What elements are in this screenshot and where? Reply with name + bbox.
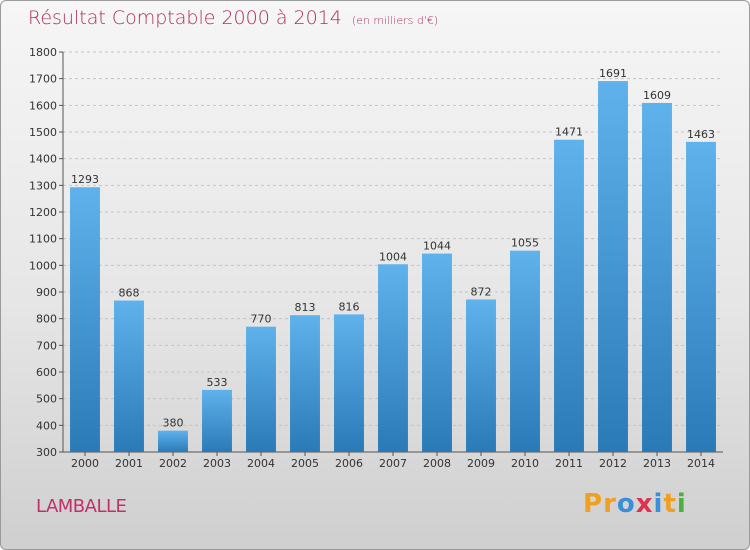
bar-value-label: 533: [207, 376, 228, 389]
logo-letter: o: [616, 489, 636, 519]
y-tick-label: 1800: [29, 46, 57, 59]
chart-title: Résultat Comptable 2000 à 2014 (en millie…: [28, 7, 438, 29]
x-tick-label: 2003: [203, 457, 231, 470]
bar: [510, 250, 540, 452]
bar: [334, 314, 364, 452]
x-tick-label: 2001: [115, 457, 143, 470]
y-tick-label: 1000: [29, 259, 57, 272]
bar: [202, 389, 232, 452]
bar: [466, 299, 496, 452]
x-tick-label: 2011: [555, 457, 583, 470]
y-tick-label: 400: [36, 419, 57, 432]
bar-value-label: 1463: [687, 128, 715, 141]
x-tick-label: 2010: [511, 457, 539, 470]
y-tick-label: 700: [36, 339, 57, 352]
bar: [114, 300, 144, 452]
bar-value-label: 813: [295, 301, 316, 314]
chart-subtitle: (en milliers d'€): [351, 14, 439, 27]
logo-letter: r: [603, 489, 617, 519]
bar-value-label: 380: [163, 417, 184, 430]
x-tick-label: 2009: [467, 457, 495, 470]
bar-value-label: 1609: [643, 89, 671, 102]
bar: [554, 139, 584, 452]
x-tick-label: 2013: [643, 457, 671, 470]
location-label: LAMBALLE: [36, 496, 127, 517]
bar-value-label: 1044: [423, 240, 451, 253]
bar: [686, 141, 716, 452]
x-tick-label: 2008: [423, 457, 451, 470]
bar: [158, 430, 188, 452]
bar: [246, 326, 276, 452]
y-tick-label: 1500: [29, 126, 57, 139]
bar: [70, 187, 100, 452]
bar: [378, 264, 408, 452]
y-tick-label: 1100: [29, 233, 57, 246]
y-tick-label: 1300: [29, 179, 57, 192]
bar: [598, 81, 628, 453]
axes: 300 400 500 600 700 800 900 1000 1100 1200 1300 140…: [29, 46, 723, 470]
logo-letter: i: [676, 489, 687, 519]
bar-value-label: 1471: [555, 126, 583, 139]
y-tick-label: 300: [36, 446, 57, 459]
y-tick-label: 1700: [29, 73, 57, 86]
x-tick-label: 2006: [335, 457, 363, 470]
bar: [290, 315, 320, 452]
y-tick-label: 900: [36, 286, 57, 299]
x-tick-label: 2002: [159, 457, 187, 470]
x-tick-label: 2005: [291, 457, 319, 470]
bar-value-label: 770: [251, 313, 272, 326]
y-tick-label: 1200: [29, 206, 57, 219]
y-tick-label: 800: [36, 313, 57, 326]
y-tick-label: 1400: [29, 153, 57, 166]
y-tick-label: 1600: [29, 99, 57, 112]
y-tick-label: 600: [36, 366, 57, 379]
bars: [70, 81, 716, 453]
logo-letter: t: [663, 489, 677, 519]
x-tick-label: 2012: [599, 457, 627, 470]
value-labels: 1293 868 380 533 770 813 816 1004 1044 872 1055 147…: [71, 67, 715, 430]
bar-value-label: 1055: [511, 237, 539, 250]
title-text: Résultat Comptable 2000 à 2014: [28, 7, 342, 29]
logo-letter: x: [635, 489, 654, 519]
bar-value-label: 1004: [379, 250, 407, 263]
proxiti-logo: Proxiti: [583, 489, 687, 519]
x-tick-label: 2004: [247, 457, 275, 470]
bar-value-label: 1691: [599, 67, 627, 80]
logo-letter: i: [653, 489, 664, 519]
bar-value-label: 868: [119, 287, 140, 300]
x-tick-label: 2000: [71, 457, 99, 470]
x-tick-label: 2014: [687, 457, 715, 470]
bar: [642, 102, 672, 452]
bar: [422, 253, 452, 452]
y-tick-label: 500: [36, 393, 57, 406]
bar-value-label: 1293: [71, 173, 99, 186]
bar-value-label: 816: [339, 300, 360, 313]
logo-letter: P: [583, 489, 604, 519]
x-tick-label: 2007: [379, 457, 407, 470]
bar-value-label: 872: [471, 285, 492, 298]
